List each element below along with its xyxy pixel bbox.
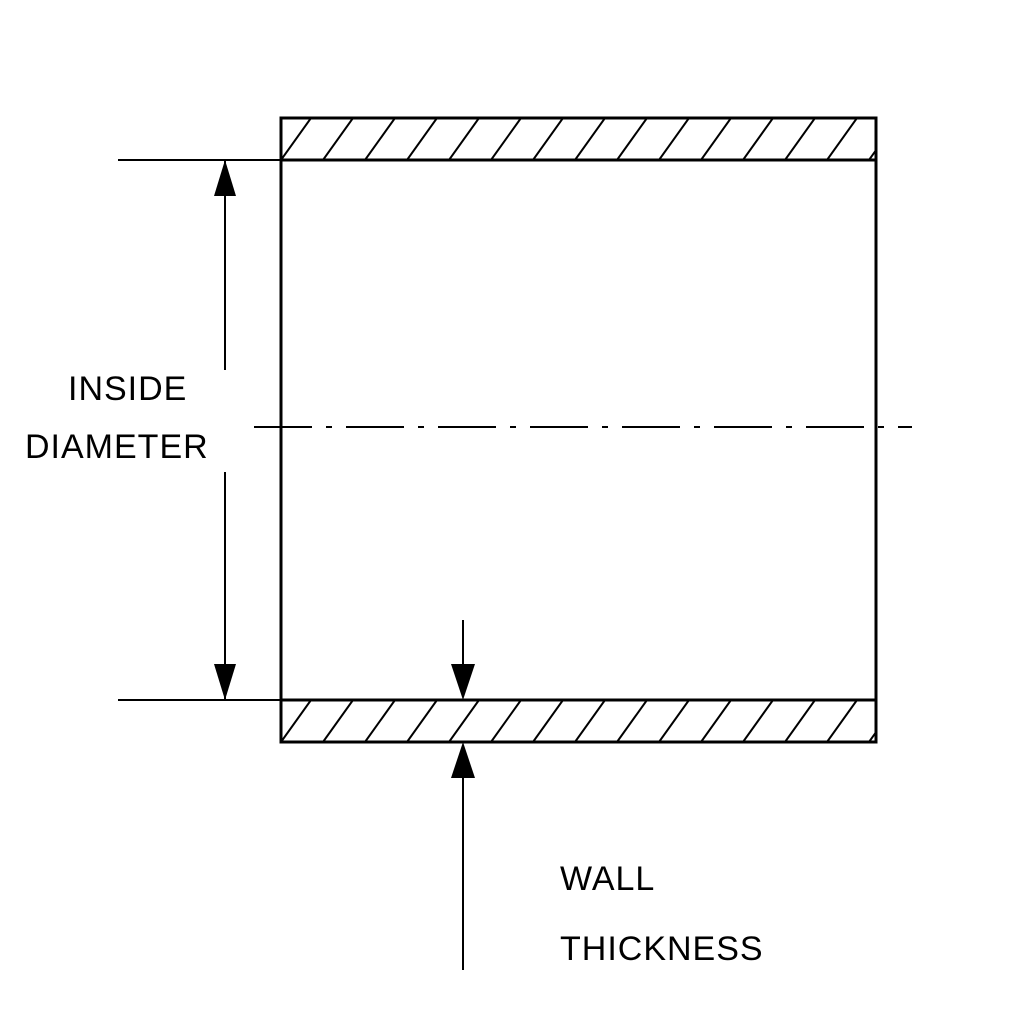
technical-drawing: INSIDE DIAMETER WALL THICKNESS bbox=[0, 0, 1024, 1020]
wall-thickness-label-2: THICKNESS bbox=[560, 930, 764, 968]
inside-diameter-label-1: INSIDE bbox=[68, 370, 187, 408]
inside-diameter-dimension: INSIDE DIAMETER bbox=[25, 160, 281, 700]
bottom-wall-hatch bbox=[239, 700, 941, 742]
wall-thickness-dimension: WALL THICKNESS bbox=[451, 620, 764, 970]
inside-diameter-label-2: DIAMETER bbox=[25, 428, 209, 466]
top-wall-hatch bbox=[239, 118, 941, 160]
wall-thickness-label-1: WALL bbox=[560, 860, 655, 898]
